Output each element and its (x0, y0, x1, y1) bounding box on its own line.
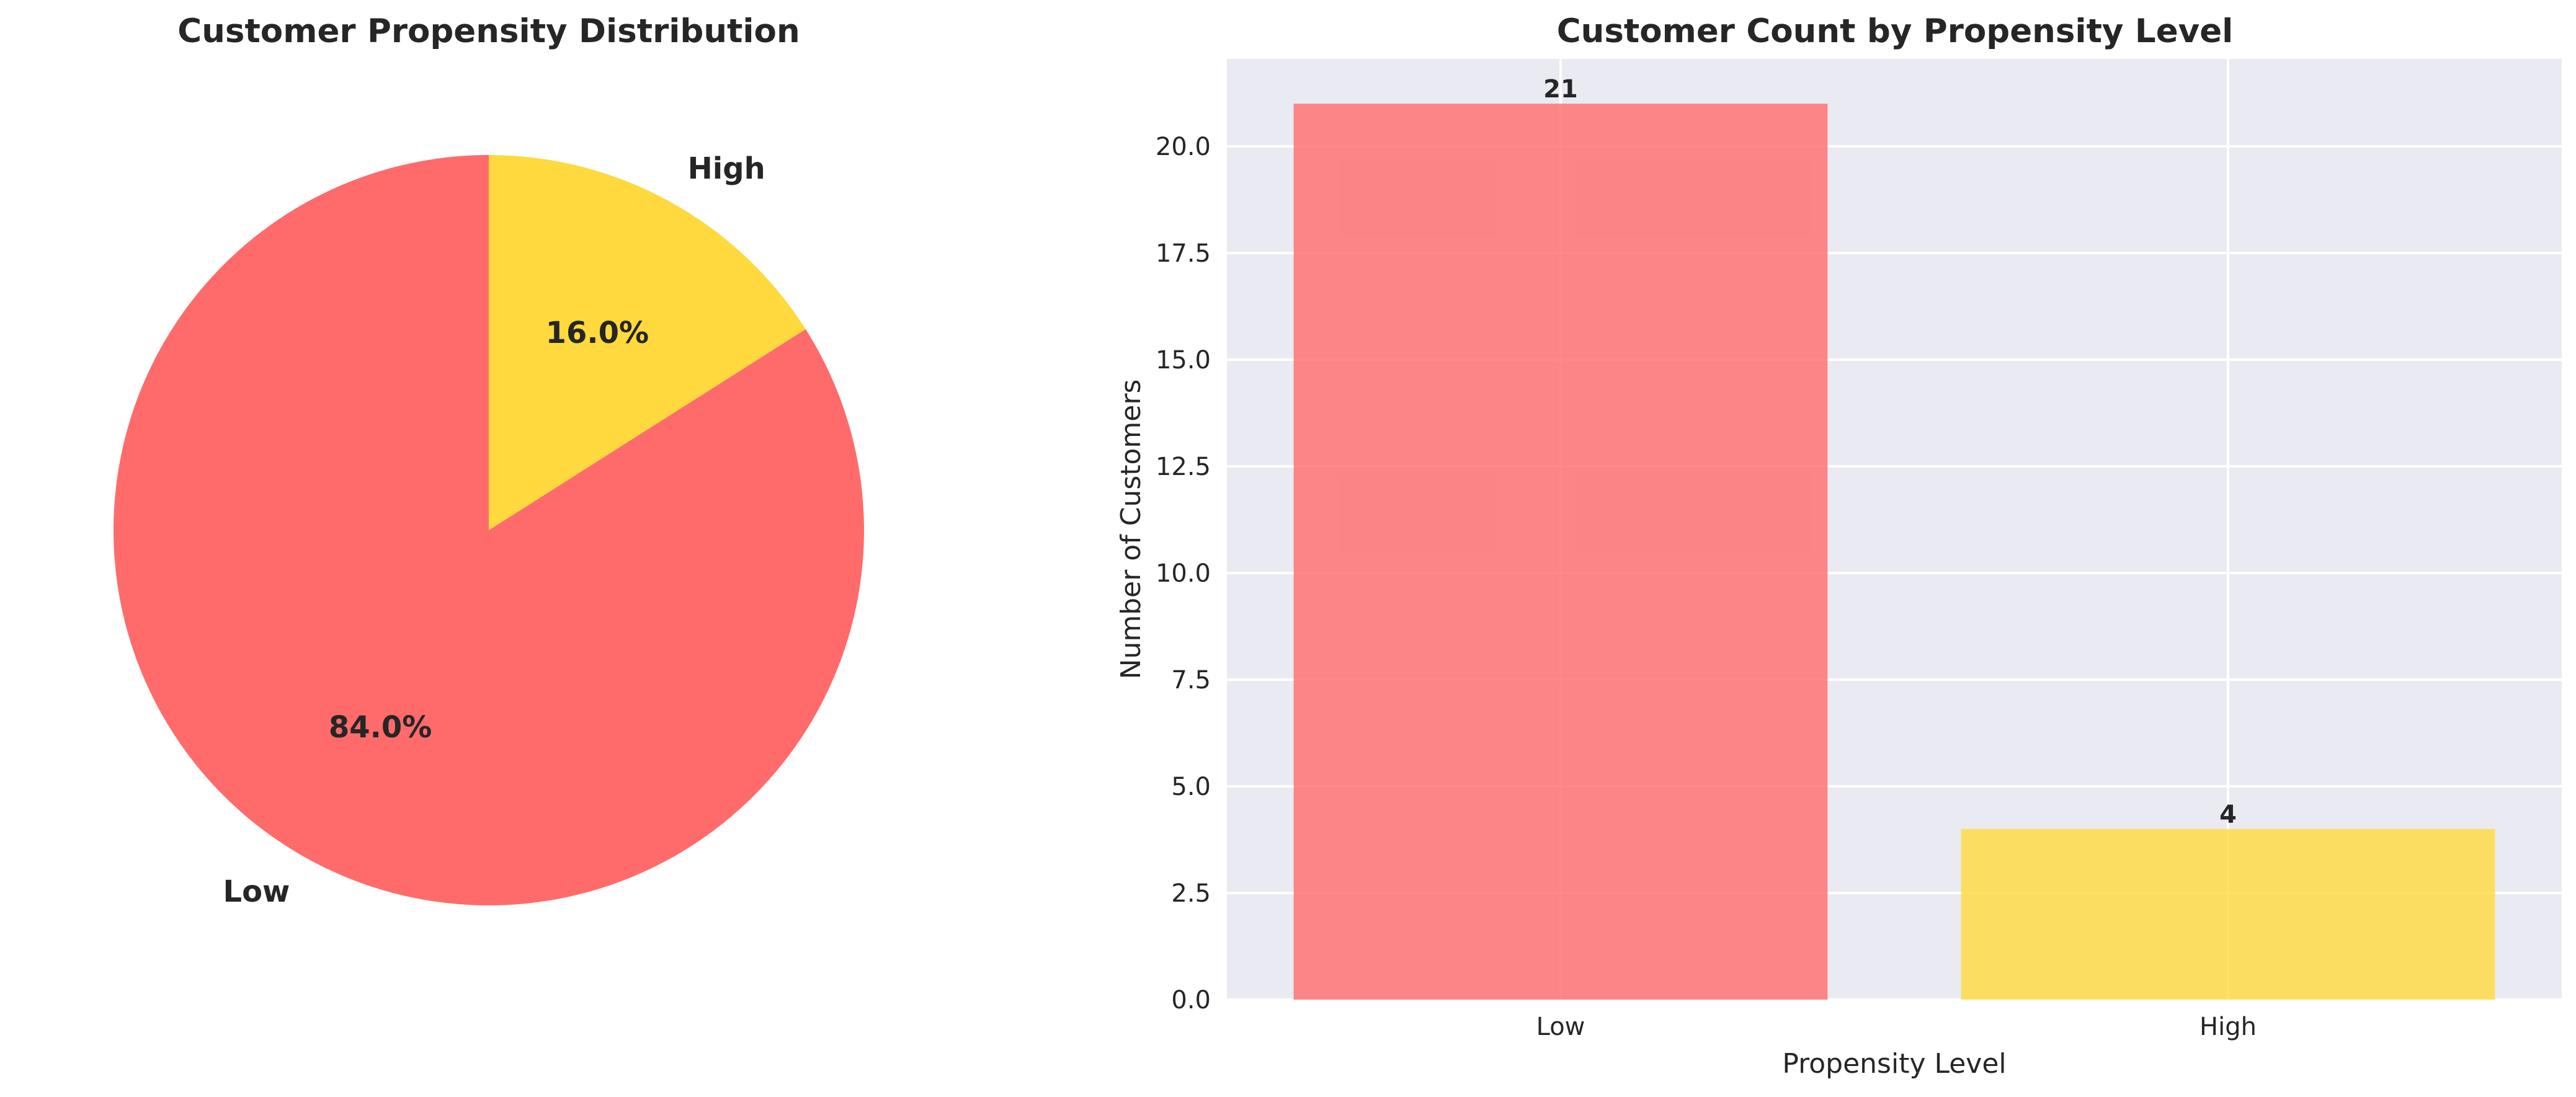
pie-title: Customer Propensity Distribution (177, 12, 800, 50)
x-tick-label: High (2199, 1013, 2257, 1041)
y-tick-label: 12.5 (1156, 453, 1211, 481)
pie-label-low: Low (223, 874, 290, 909)
bar-value-label: 21 (1543, 75, 1578, 104)
pie-percent-high: 16.0% (546, 316, 649, 350)
bars: 21 4 (1293, 75, 2495, 1000)
y-tick-label: 0.0 (1171, 986, 1211, 1015)
y-tick-label: 17.5 (1156, 239, 1211, 268)
y-tick-label: 10.0 (1156, 559, 1211, 588)
pie-texts: Low 84.0% High 16.0% (223, 151, 765, 909)
pie-slices (113, 154, 865, 905)
y-axis-ticks: 0.0 2.5 5.0 7.5 10.0 12.5 15.0 17.5 20.0 (1156, 133, 1211, 1015)
pie-label-high: High (688, 151, 765, 186)
x-axis-label: Propensity Level (1782, 1048, 2006, 1080)
bar-value-label: 4 (2219, 801, 2237, 829)
y-tick-label: 20.0 (1156, 133, 1211, 161)
x-axis-ticks: Low High (1536, 1013, 2257, 1041)
y-tick-label: 15.0 (1156, 346, 1211, 375)
y-axis-label: Number of Customers (1115, 380, 1147, 680)
pie-percent-low: 84.0% (329, 710, 432, 745)
bar-title: Customer Count by Propensity Level (1557, 12, 2234, 50)
y-tick-label: 2.5 (1171, 879, 1211, 908)
y-tick-label: 5.0 (1171, 773, 1211, 801)
pie-slice-high (489, 154, 806, 530)
bar-low (1293, 104, 1828, 1000)
bar-high (1961, 828, 2495, 1000)
x-tick-label: Low (1536, 1013, 1585, 1041)
pie-chart: Customer Propensity Distribution Low 84.0… (113, 12, 865, 909)
y-tick-label: 7.5 (1171, 666, 1211, 695)
bar-chart: Customer Count by Propensity Level 21 4 0… (1115, 12, 2562, 1080)
